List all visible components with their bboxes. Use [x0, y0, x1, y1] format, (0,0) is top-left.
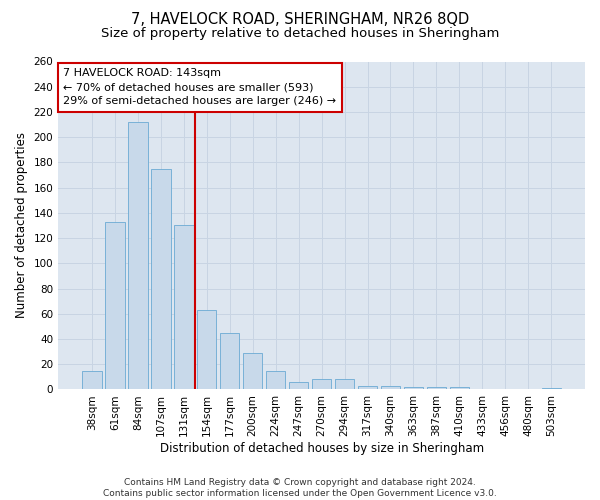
- X-axis label: Distribution of detached houses by size in Sheringham: Distribution of detached houses by size …: [160, 442, 484, 455]
- Bar: [542, 388, 561, 390]
- Text: 7 HAVELOCK ROAD: 143sqm
← 70% of detached houses are smaller (593)
29% of semi-d: 7 HAVELOCK ROAD: 143sqm ← 70% of detache…: [64, 68, 337, 106]
- Bar: [358, 386, 377, 390]
- Bar: [243, 353, 262, 390]
- Bar: [404, 387, 423, 390]
- Bar: [128, 122, 148, 390]
- Bar: [220, 332, 239, 390]
- Bar: [427, 387, 446, 390]
- Bar: [197, 310, 217, 390]
- Y-axis label: Number of detached properties: Number of detached properties: [15, 132, 28, 318]
- Bar: [335, 380, 355, 390]
- Text: Size of property relative to detached houses in Sheringham: Size of property relative to detached ho…: [101, 28, 499, 40]
- Bar: [82, 370, 101, 390]
- Bar: [174, 226, 194, 390]
- Bar: [289, 382, 308, 390]
- Text: Contains HM Land Registry data © Crown copyright and database right 2024.
Contai: Contains HM Land Registry data © Crown c…: [103, 478, 497, 498]
- Text: 7, HAVELOCK ROAD, SHERINGHAM, NR26 8QD: 7, HAVELOCK ROAD, SHERINGHAM, NR26 8QD: [131, 12, 469, 28]
- Bar: [381, 386, 400, 390]
- Bar: [151, 168, 170, 390]
- Bar: [105, 222, 125, 390]
- Bar: [266, 370, 286, 390]
- Bar: [312, 380, 331, 390]
- Bar: [449, 387, 469, 390]
